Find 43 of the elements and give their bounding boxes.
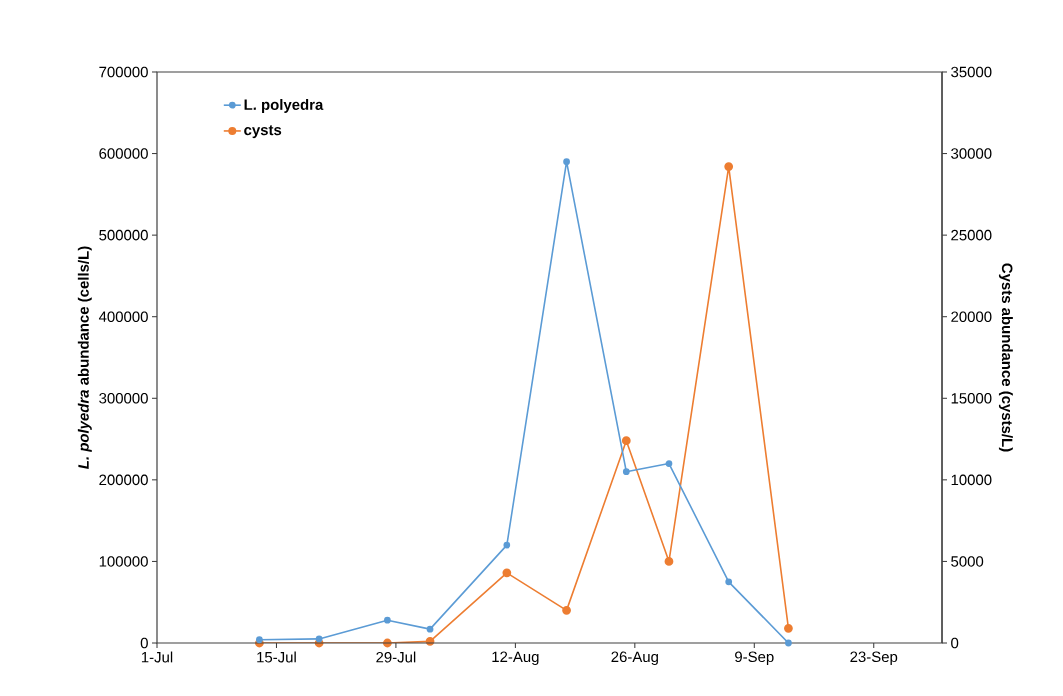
y2-tick-label: 25000 — [951, 229, 992, 241]
point — [784, 623, 793, 633]
y-tick-label: 200000 — [99, 474, 148, 486]
x-tick-label: 1-Jul — [141, 651, 173, 663]
y2-tick-label: 5000 — [951, 556, 984, 567]
point — [256, 636, 263, 644]
x-tick-label: 15-Jul — [257, 651, 296, 663]
x-tick-label: 29-Jul — [376, 651, 416, 663]
x-tick-label: 26-Aug — [611, 651, 658, 666]
y-tick-label: 400000 — [98, 311, 148, 322]
y-tick-label: 0 — [140, 637, 148, 649]
y2-tick-label: 20000 — [951, 311, 992, 322]
y2-tick-label: 0 — [951, 637, 959, 649]
point — [562, 605, 571, 615]
point — [503, 541, 511, 549]
y-axis-title: L. polyedra abundance (cells/L) — [77, 246, 92, 469]
y-tick-label: 500000 — [99, 229, 148, 241]
point — [622, 468, 630, 476]
y2-tick-label: 10000 — [951, 474, 992, 486]
x-tick-label: 9-Sep — [735, 651, 774, 666]
point — [785, 639, 792, 647]
legend-label: L. polyedra — [244, 99, 324, 113]
legend-label: cysts — [244, 125, 282, 139]
y2-tick-label: 35000 — [951, 66, 992, 78]
x-tick-label: 12-Aug — [492, 651, 539, 666]
point — [664, 557, 674, 566]
point — [724, 162, 734, 171]
point — [502, 568, 512, 578]
point — [725, 578, 733, 586]
y-tick-label: 600000 — [99, 148, 148, 159]
y2-tick-label: 30000 — [951, 148, 992, 159]
point — [315, 635, 323, 643]
y-tick-label: 300000 — [99, 392, 148, 404]
point — [665, 460, 673, 467]
x-tick-label: 23-Sep — [850, 651, 898, 666]
y2-axis-title: Cysts abundance (cysts/L) — [998, 263, 1013, 452]
y2-tick-label: 15000 — [951, 392, 992, 404]
point — [563, 158, 570, 166]
point — [621, 436, 631, 446]
y-tick-label: 100000 — [99, 556, 148, 567]
point — [383, 616, 391, 624]
y-tick-label: 700000 — [99, 66, 148, 78]
point — [426, 625, 434, 633]
